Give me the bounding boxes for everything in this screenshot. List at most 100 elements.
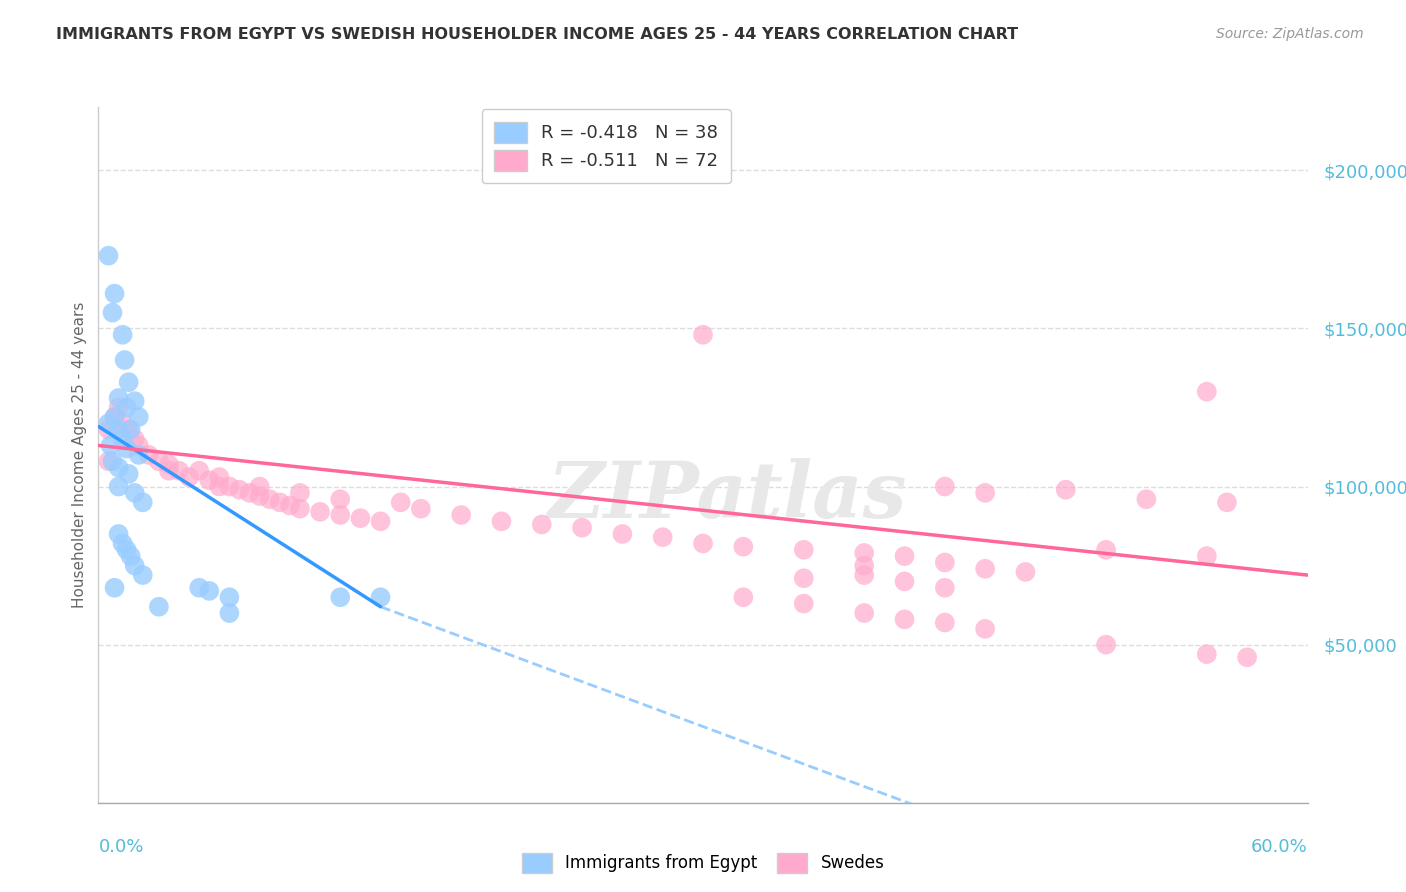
Point — [1135, 492, 1157, 507]
Point — [128, 438, 150, 452]
Point — [100, 438, 122, 452]
Point — [111, 432, 134, 446]
Point — [491, 514, 513, 528]
Point — [97, 417, 120, 431]
Point — [370, 514, 392, 528]
Text: IMMIGRANTS FROM EGYPT VS SWEDISH HOUSEHOLDER INCOME AGES 25 - 44 YEARS CORRELATI: IMMIGRANTS FROM EGYPT VS SWEDISH HOUSEHO… — [56, 27, 1018, 42]
Point — [793, 542, 815, 557]
Point — [389, 495, 412, 509]
Point — [329, 591, 352, 605]
Point — [218, 591, 240, 605]
Point — [1195, 384, 1218, 399]
Point — [893, 612, 915, 626]
Legend: R = -0.418   N = 38, R = -0.511   N = 72: R = -0.418 N = 38, R = -0.511 N = 72 — [482, 109, 731, 184]
Point — [132, 495, 155, 509]
Point — [120, 549, 142, 563]
Point — [288, 501, 311, 516]
Point — [103, 409, 125, 424]
Point — [132, 568, 155, 582]
Point — [692, 536, 714, 550]
Point — [107, 460, 129, 475]
Point — [1236, 650, 1258, 665]
Point — [218, 479, 240, 493]
Point — [239, 486, 262, 500]
Point — [107, 479, 129, 493]
Point — [1195, 647, 1218, 661]
Point — [259, 492, 281, 507]
Point — [612, 527, 634, 541]
Point — [208, 470, 231, 484]
Point — [974, 562, 997, 576]
Point — [120, 423, 142, 437]
Legend: Immigrants from Egypt, Swedes: Immigrants from Egypt, Swedes — [515, 847, 891, 880]
Point — [370, 591, 392, 605]
Point — [329, 508, 352, 522]
Point — [101, 305, 124, 319]
Point — [107, 401, 129, 415]
Point — [1216, 495, 1239, 509]
Point — [103, 581, 125, 595]
Point — [115, 542, 138, 557]
Point — [157, 458, 180, 472]
Point — [107, 527, 129, 541]
Point — [349, 511, 371, 525]
Point — [111, 327, 134, 342]
Point — [278, 499, 301, 513]
Point — [148, 599, 170, 614]
Point — [103, 409, 125, 424]
Point — [188, 581, 211, 595]
Point — [934, 479, 956, 493]
Text: Source: ZipAtlas.com: Source: ZipAtlas.com — [1216, 27, 1364, 41]
Point — [208, 479, 231, 493]
Point — [1014, 565, 1036, 579]
Point — [530, 517, 553, 532]
Point — [188, 464, 211, 478]
Point — [115, 442, 138, 456]
Point — [128, 448, 150, 462]
Point — [288, 486, 311, 500]
Point — [793, 571, 815, 585]
Point — [651, 530, 673, 544]
Point — [571, 521, 593, 535]
Point — [111, 536, 134, 550]
Point — [853, 568, 876, 582]
Point — [733, 540, 755, 554]
Point — [124, 432, 146, 446]
Point — [974, 486, 997, 500]
Point — [107, 391, 129, 405]
Point — [853, 546, 876, 560]
Point — [893, 549, 915, 563]
Point — [177, 470, 201, 484]
Point — [114, 353, 136, 368]
Point — [974, 622, 997, 636]
Point — [228, 483, 250, 497]
Point — [249, 489, 271, 503]
Point — [103, 286, 125, 301]
Point — [198, 583, 221, 598]
Point — [853, 558, 876, 573]
Point — [97, 423, 120, 437]
Point — [409, 501, 432, 516]
Point — [124, 486, 146, 500]
Point — [97, 249, 120, 263]
Point — [1095, 542, 1118, 557]
Point — [934, 581, 956, 595]
Text: 60.0%: 60.0% — [1251, 838, 1308, 855]
Point — [893, 574, 915, 589]
Point — [934, 556, 956, 570]
Point — [1054, 483, 1077, 497]
Point — [167, 464, 190, 478]
Point — [450, 508, 472, 522]
Point — [934, 615, 956, 630]
Point — [309, 505, 332, 519]
Point — [138, 448, 160, 462]
Point — [128, 409, 150, 424]
Point — [97, 454, 120, 468]
Point — [249, 479, 271, 493]
Y-axis label: Householder Income Ages 25 - 44 years: Householder Income Ages 25 - 44 years — [72, 301, 87, 608]
Text: 0.0%: 0.0% — [98, 838, 143, 855]
Point — [269, 495, 291, 509]
Point — [111, 417, 134, 431]
Point — [692, 327, 714, 342]
Point — [115, 401, 138, 415]
